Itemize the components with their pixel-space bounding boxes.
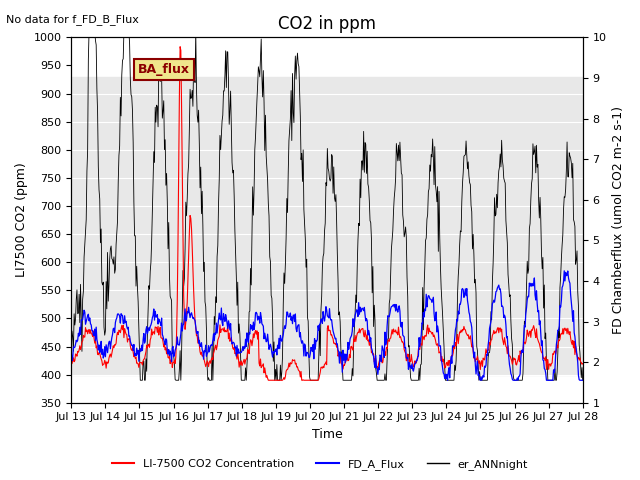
Bar <box>71 77 583 374</box>
Text: BA_flux: BA_flux <box>138 63 190 76</box>
Text: No data for f_FD_B_Flux: No data for f_FD_B_Flux <box>6 14 140 25</box>
Y-axis label: LI7500 CO2 (ppm): LI7500 CO2 (ppm) <box>15 163 28 277</box>
Legend: LI-7500 CO2 Concentration, FD_A_Flux, er_ANNnight: LI-7500 CO2 Concentration, FD_A_Flux, er… <box>108 455 532 474</box>
Title: CO2 in ppm: CO2 in ppm <box>278 15 376 33</box>
X-axis label: Time: Time <box>312 428 342 441</box>
Y-axis label: FD Chamberflux (umol CO2 m-2 s-1): FD Chamberflux (umol CO2 m-2 s-1) <box>612 106 625 334</box>
